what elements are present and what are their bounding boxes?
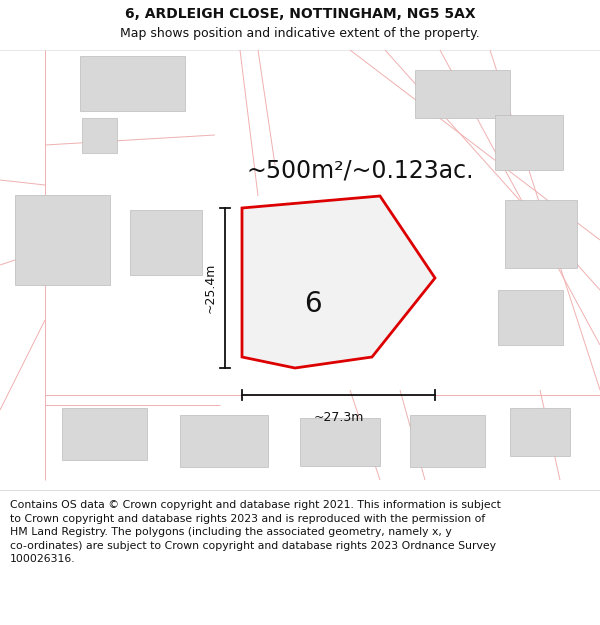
Bar <box>510 408 570 456</box>
Bar <box>415 70 510 118</box>
Text: 6: 6 <box>304 290 322 318</box>
Bar <box>130 210 202 275</box>
Bar <box>258 225 376 315</box>
Polygon shape <box>242 196 435 368</box>
Bar <box>180 415 268 467</box>
Bar <box>495 115 563 170</box>
Text: Map shows position and indicative extent of the property.: Map shows position and indicative extent… <box>120 26 480 39</box>
Bar <box>62 408 147 460</box>
Bar <box>410 415 485 467</box>
Bar <box>498 290 563 345</box>
Text: Contains OS data © Crown copyright and database right 2021. This information is : Contains OS data © Crown copyright and d… <box>10 500 501 564</box>
Text: ~27.3m: ~27.3m <box>313 411 364 424</box>
Bar <box>15 195 110 285</box>
Bar <box>82 118 117 153</box>
Bar <box>300 418 380 466</box>
Bar <box>80 56 185 111</box>
Text: ~500m²/~0.123ac.: ~500m²/~0.123ac. <box>246 158 474 182</box>
Text: 6, ARDLEIGH CLOSE, NOTTINGHAM, NG5 5AX: 6, ARDLEIGH CLOSE, NOTTINGHAM, NG5 5AX <box>125 7 475 21</box>
Bar <box>505 200 577 268</box>
Text: ~25.4m: ~25.4m <box>204 262 217 313</box>
